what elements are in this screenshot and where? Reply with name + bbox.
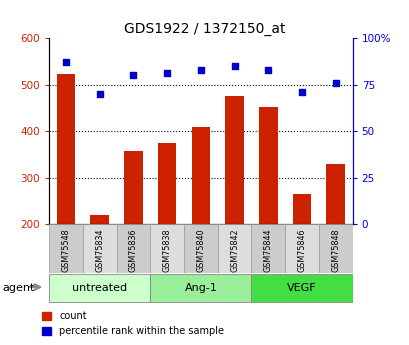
- Bar: [225, 96, 243, 224]
- Text: untreated: untreated: [72, 283, 127, 293]
- Bar: [90, 215, 109, 224]
- Point: [164, 71, 170, 76]
- Bar: [124, 151, 142, 224]
- Bar: [217, 224, 251, 273]
- Text: GSM75548: GSM75548: [61, 228, 70, 272]
- Text: VEGF: VEGF: [287, 283, 316, 293]
- Bar: [150, 274, 251, 302]
- Bar: [326, 164, 344, 224]
- Point: [130, 72, 137, 78]
- Point: [231, 63, 237, 69]
- Point: [96, 91, 103, 97]
- Bar: [191, 127, 210, 224]
- Bar: [150, 224, 184, 273]
- Bar: [56, 74, 75, 224]
- Text: GSM75848: GSM75848: [330, 228, 339, 272]
- Text: GSM75842: GSM75842: [229, 228, 238, 272]
- Bar: [258, 107, 277, 224]
- Bar: [49, 224, 83, 273]
- Point: [332, 80, 338, 86]
- Bar: [251, 274, 352, 302]
- Bar: [157, 143, 176, 224]
- Text: GSM75838: GSM75838: [162, 228, 171, 272]
- Text: GSM75836: GSM75836: [129, 228, 138, 272]
- Bar: [116, 224, 150, 273]
- Bar: [292, 194, 310, 224]
- Text: Ang-1: Ang-1: [184, 283, 217, 293]
- Bar: [251, 224, 285, 273]
- Legend: count, percentile rank within the sample: count, percentile rank within the sample: [38, 307, 227, 340]
- Text: GSM75846: GSM75846: [297, 228, 306, 272]
- Text: GSM75840: GSM75840: [196, 228, 205, 272]
- Text: agent: agent: [2, 283, 34, 293]
- Bar: [184, 224, 217, 273]
- Bar: [285, 224, 318, 273]
- Point: [298, 89, 305, 95]
- Point: [197, 67, 204, 72]
- Bar: [83, 224, 116, 273]
- Bar: [49, 274, 150, 302]
- Point: [63, 59, 69, 65]
- Text: GSM75844: GSM75844: [263, 228, 272, 272]
- Text: GSM75834: GSM75834: [95, 228, 104, 272]
- Text: GDS1922 / 1372150_at: GDS1922 / 1372150_at: [124, 22, 285, 37]
- Bar: [318, 224, 352, 273]
- Point: [264, 67, 271, 72]
